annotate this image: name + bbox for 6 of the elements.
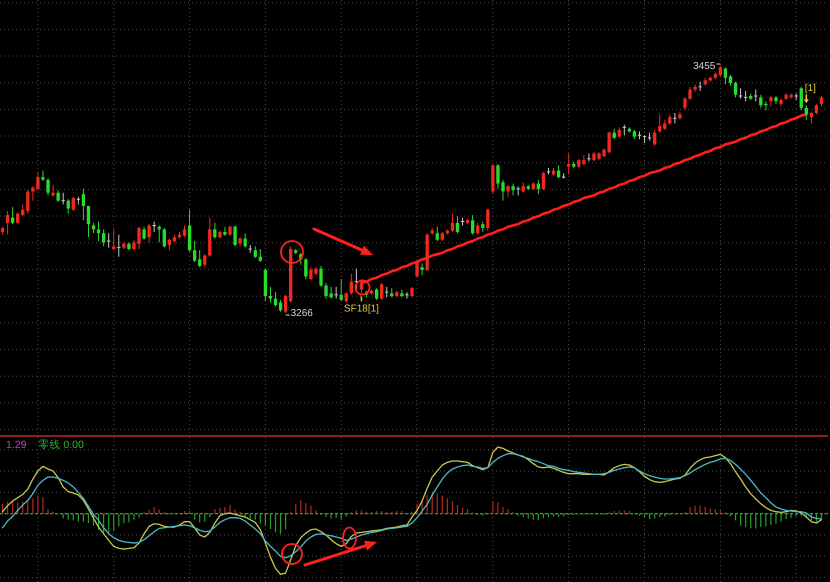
annotation: SF18[1] bbox=[344, 303, 380, 314]
annotation: 1.29 bbox=[6, 439, 27, 451]
annotation: [1] bbox=[804, 83, 816, 94]
annotation: 3266 bbox=[290, 308, 314, 319]
annotation: 3455 bbox=[693, 61, 716, 72]
ref-line-label: 零线 0.00 bbox=[38, 438, 84, 451]
